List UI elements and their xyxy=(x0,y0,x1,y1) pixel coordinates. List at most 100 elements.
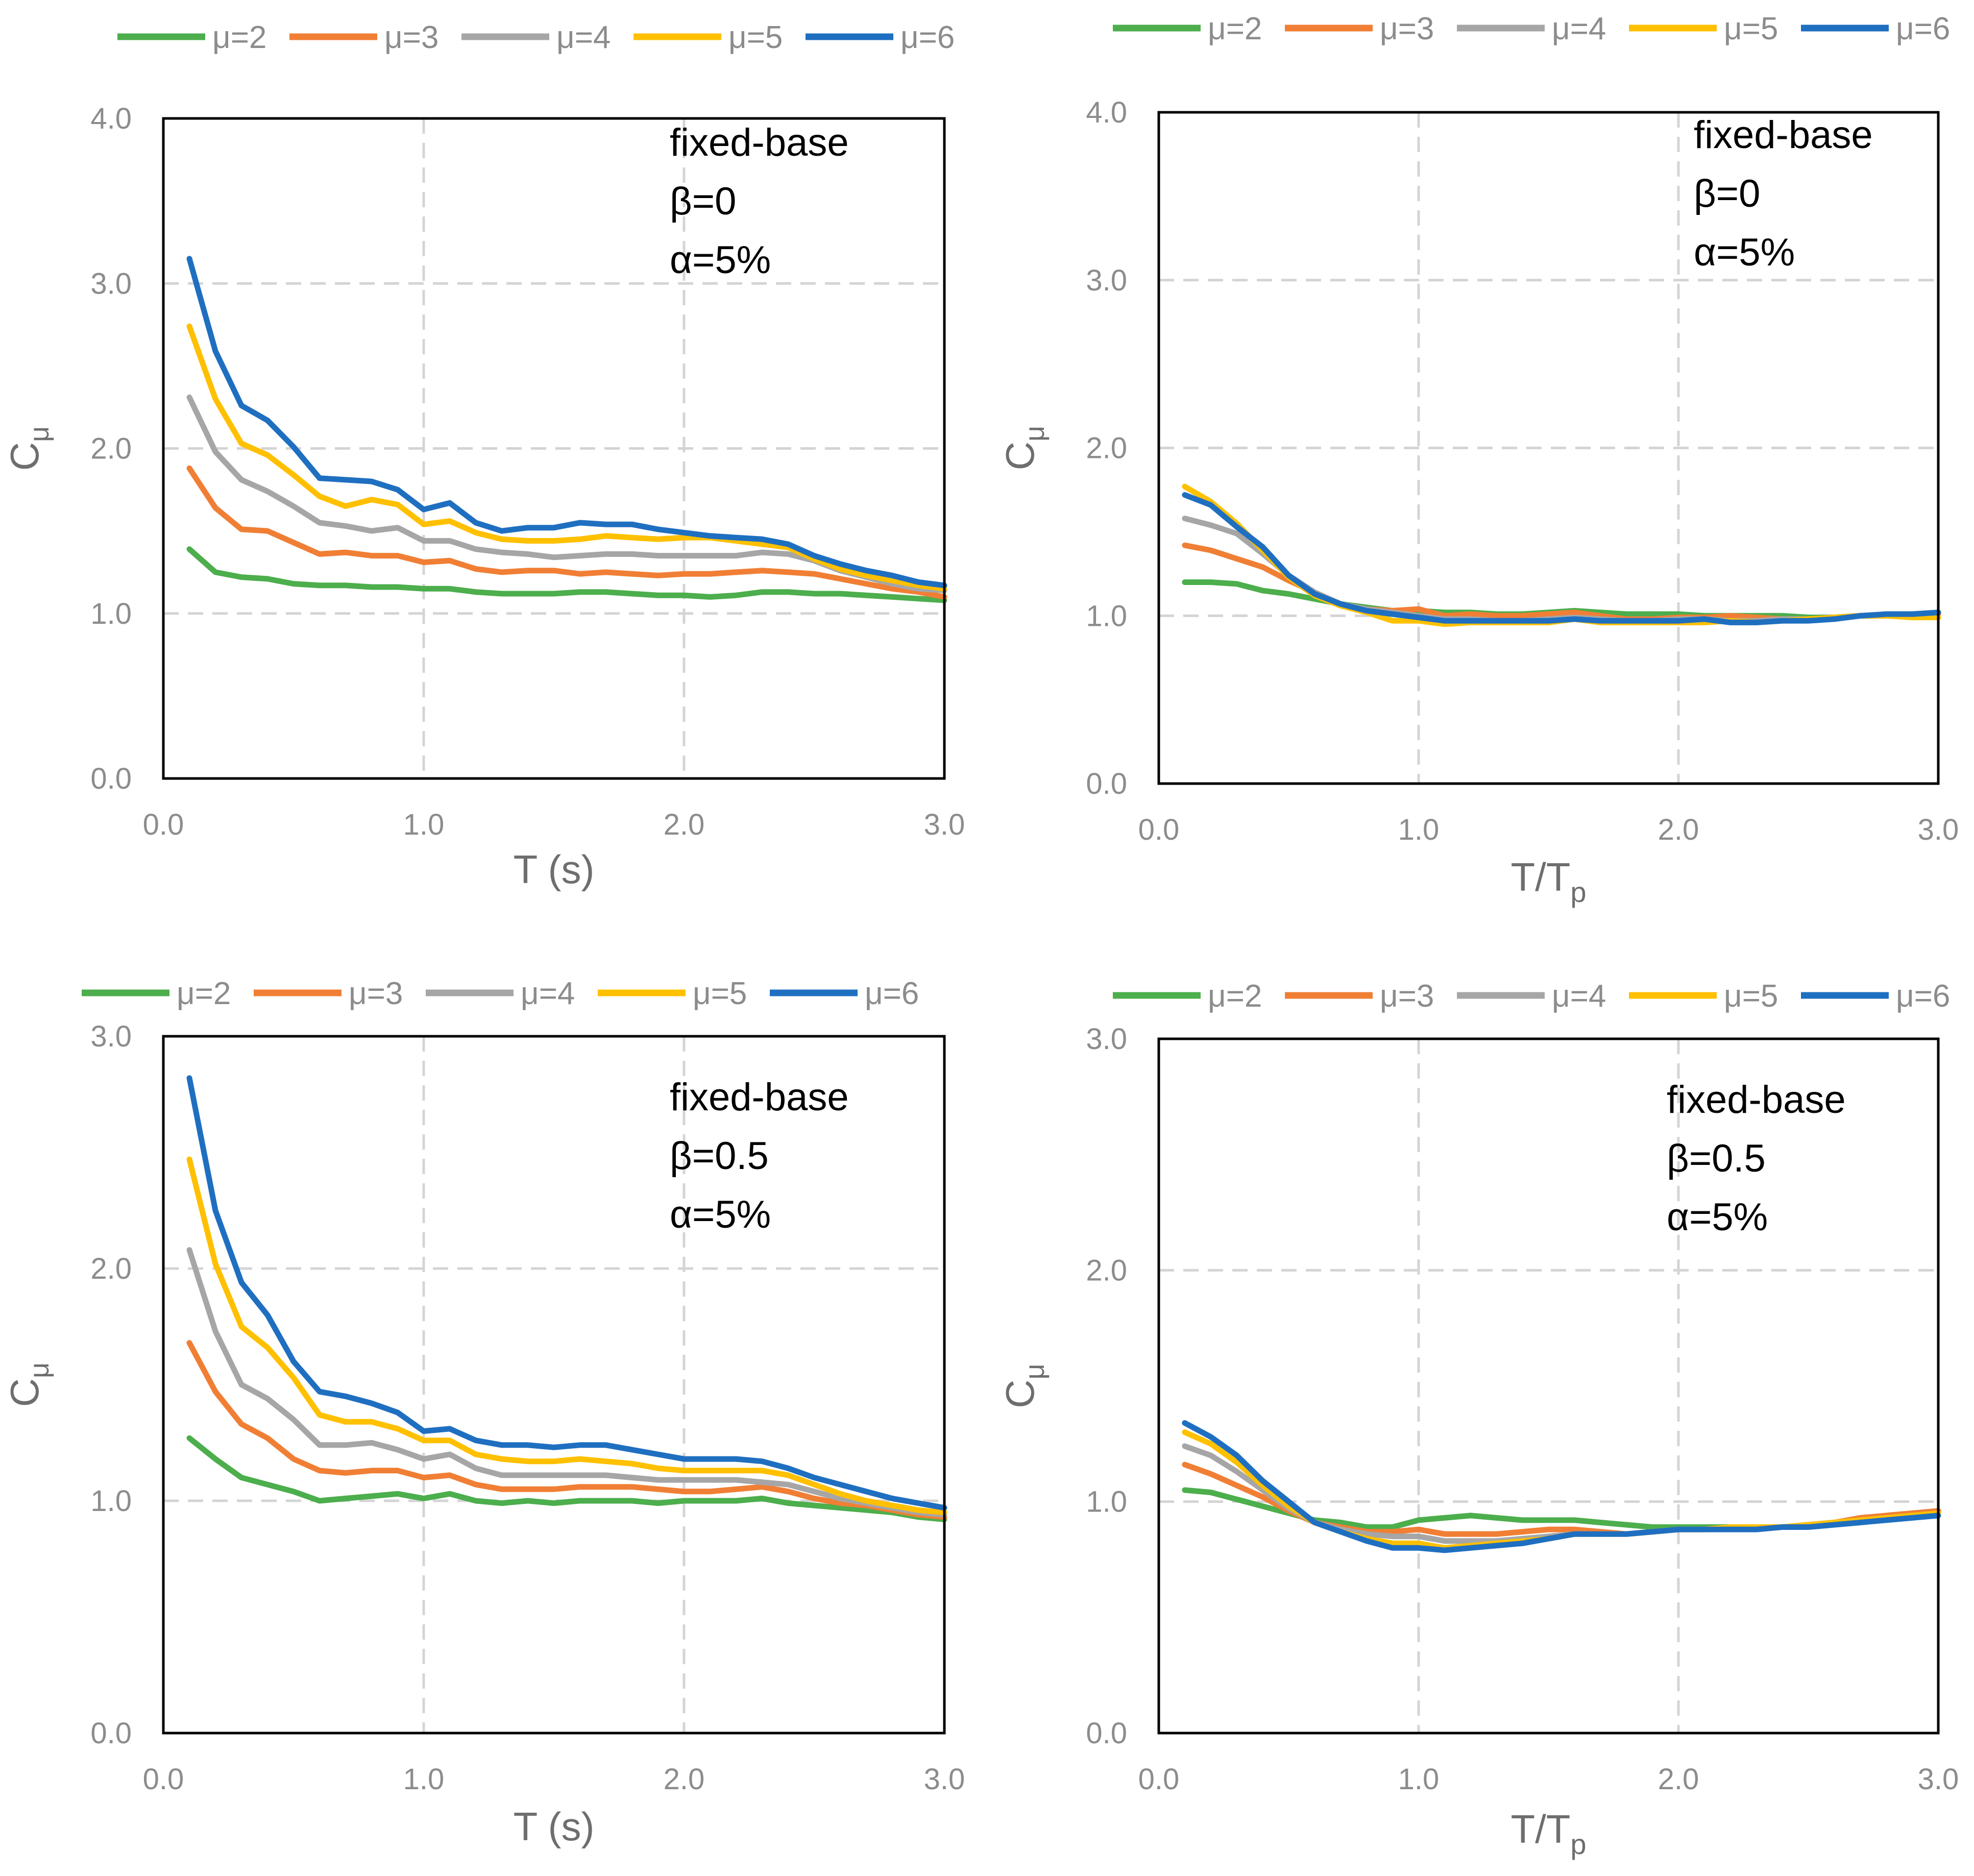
legend-label-mu5: μ=5 xyxy=(728,20,783,55)
plot-area-frame xyxy=(1157,111,1940,785)
annotation-line-3: α=5% xyxy=(670,1193,771,1236)
series-group xyxy=(1182,483,1941,627)
legend-label-mu3: μ=3 xyxy=(349,976,403,1011)
x-tick-label: 2.0 xyxy=(1658,813,1699,846)
legend-label-mu5: μ=5 xyxy=(693,976,747,1011)
x-axis-title: T/Tp xyxy=(1510,855,1586,908)
legend-label-mu4: μ=4 xyxy=(556,20,611,55)
gridlines xyxy=(163,118,944,778)
x-axis-title: T/Tp xyxy=(1510,1807,1586,1860)
y-tick-label: 3.0 xyxy=(1086,1022,1127,1056)
y-tick-label: 3.0 xyxy=(90,1020,132,1053)
x-tick-label: 2.0 xyxy=(664,808,705,841)
y-tick-label: 3.0 xyxy=(1086,264,1127,297)
y-axis-title: Cμ xyxy=(997,426,1050,470)
annotation-line-1: fixed-base xyxy=(670,1076,849,1119)
y-axis-title-main: C xyxy=(2,442,47,471)
x-tick-label: 2.0 xyxy=(1658,1763,1699,1796)
legend-label-mu2: μ=2 xyxy=(212,20,266,55)
legend-label-mu6: μ=6 xyxy=(1896,979,1950,1014)
legend-label-mu3: μ=3 xyxy=(384,20,438,55)
x-axis-title-main: T/T xyxy=(1510,855,1570,899)
gridlines xyxy=(1159,1039,1938,1733)
y-axis-title-subscript: μ xyxy=(1019,426,1050,442)
y-axis-title-main: C xyxy=(2,1378,47,1407)
x-axis-title: T (s) xyxy=(514,1804,595,1849)
legend-label-mu6: μ=6 xyxy=(1896,11,1950,46)
plot-area-frame xyxy=(162,117,946,780)
y-tick-label: 0.0 xyxy=(90,762,132,795)
x-tick-label: 3.0 xyxy=(924,808,965,841)
annotation-line-3: α=5% xyxy=(1694,231,1795,274)
series-line-mu5 xyxy=(1182,483,1941,627)
x-axis-title: T (s) xyxy=(514,847,595,892)
series-line-mu2 xyxy=(186,1435,947,1522)
y-axis-title: Cμ xyxy=(2,1362,55,1407)
x-tick-label: 2.0 xyxy=(664,1763,705,1796)
y-tick-label: 2.0 xyxy=(90,1252,132,1285)
x-axis-title-main: T (s) xyxy=(514,847,595,892)
legend-label-mu4: μ=4 xyxy=(1552,979,1606,1014)
y-tick-label: 2.0 xyxy=(1086,1254,1127,1287)
legend: μ=2 μ=3 μ=4 μ=5 μ=6 xyxy=(1113,979,1950,1014)
chart-panel-4: 0.0 1.0 2.0 3.0 0.0 1.0 2.0 3.0 T/Tp Cμ fixed-base… xyxy=(997,979,1959,1860)
x-tick-label: 3.0 xyxy=(1918,813,1959,846)
plot-area-frame xyxy=(162,1035,946,1735)
annotation-line-2: β=0.5 xyxy=(1667,1137,1766,1180)
x-tick-label: 1.0 xyxy=(403,808,445,841)
y-tick-label: 1.0 xyxy=(1086,1485,1127,1519)
x-tick-label: 3.0 xyxy=(924,1763,965,1796)
annotation-line-1: fixed-base xyxy=(670,121,849,164)
legend-label-mu6: μ=6 xyxy=(900,20,955,55)
legend-label-mu2: μ=2 xyxy=(177,976,231,1011)
legend: μ=2 μ=3 μ=4 μ=5 μ=6 xyxy=(1113,11,1950,46)
y-tick-label: 1.0 xyxy=(90,597,132,630)
y-tick-label: 2.0 xyxy=(1086,432,1127,465)
legend-label-mu4: μ=4 xyxy=(1552,11,1606,46)
y-tick-label: 2.0 xyxy=(90,432,132,466)
legend-label-mu3: μ=3 xyxy=(1380,979,1434,1014)
x-tick-label: 0.0 xyxy=(143,808,184,841)
chart-panel-3: 0.0 1.0 2.0 3.0 0.0 1.0 2.0 3.0 T (s) Cμ fixed-bas… xyxy=(2,976,965,1849)
y-tick-label: 0.0 xyxy=(90,1717,132,1750)
legend-label-mu5: μ=5 xyxy=(1724,979,1778,1014)
legend: μ=2 μ=3 μ=4 μ=5 μ=6 xyxy=(82,976,919,1011)
legend: μ=2 μ=3 μ=4 μ=5 μ=6 xyxy=(117,20,955,55)
series-line-mu6 xyxy=(1182,1420,1941,1553)
annotation-line-3: α=5% xyxy=(1667,1196,1768,1239)
series-line-mu6 xyxy=(186,1075,947,1511)
annotation-line-1: fixed-base xyxy=(1667,1078,1846,1122)
series-line-mu5 xyxy=(186,323,947,592)
series-group xyxy=(1182,1420,1941,1553)
series-line-mu5 xyxy=(186,1156,947,1516)
y-axis-title: Cμ xyxy=(2,426,55,471)
y-tick-label: 0.0 xyxy=(1086,767,1127,800)
series-line-mu4 xyxy=(1182,516,1941,624)
y-axis-title-main: C xyxy=(997,1379,1042,1408)
series-group xyxy=(186,1075,947,1522)
gridlines xyxy=(163,1036,944,1733)
series-line-mu3 xyxy=(186,1340,947,1520)
y-axis-title-subscript: μ xyxy=(24,1362,55,1378)
y-tick-label: 4.0 xyxy=(1086,96,1127,129)
x-tick-label: 1.0 xyxy=(1398,1763,1440,1796)
chart-panel-2: 0.0 1.0 2.0 3.0 4.0 0.0 1.0 2.0 3.0 T/Tp Cμ fixed-b… xyxy=(997,11,1959,908)
x-tick-label: 0.0 xyxy=(143,1763,184,1796)
legend-label-mu2: μ=2 xyxy=(1208,11,1262,46)
series-line-mu3 xyxy=(186,465,947,600)
y-axis-title-main: C xyxy=(997,442,1042,470)
x-tick-label: 3.0 xyxy=(1918,1763,1959,1796)
series-group xyxy=(186,256,947,603)
y-tick-label: 1.0 xyxy=(90,1484,132,1518)
series-line-mu2 xyxy=(186,546,947,603)
legend-label-mu6: μ=6 xyxy=(865,976,919,1011)
x-axis-title-subscript: p xyxy=(1570,876,1586,908)
y-tick-label: 1.0 xyxy=(1086,599,1127,632)
annotation-line-2: β=0 xyxy=(1694,172,1760,215)
x-axis-title-main: T/T xyxy=(1510,1807,1570,1851)
x-tick-label: 0.0 xyxy=(1138,813,1180,846)
x-axis-title-main: T (s) xyxy=(514,1804,595,1849)
y-tick-label: 0.0 xyxy=(1086,1717,1127,1750)
series-line-mu4 xyxy=(186,1247,947,1518)
